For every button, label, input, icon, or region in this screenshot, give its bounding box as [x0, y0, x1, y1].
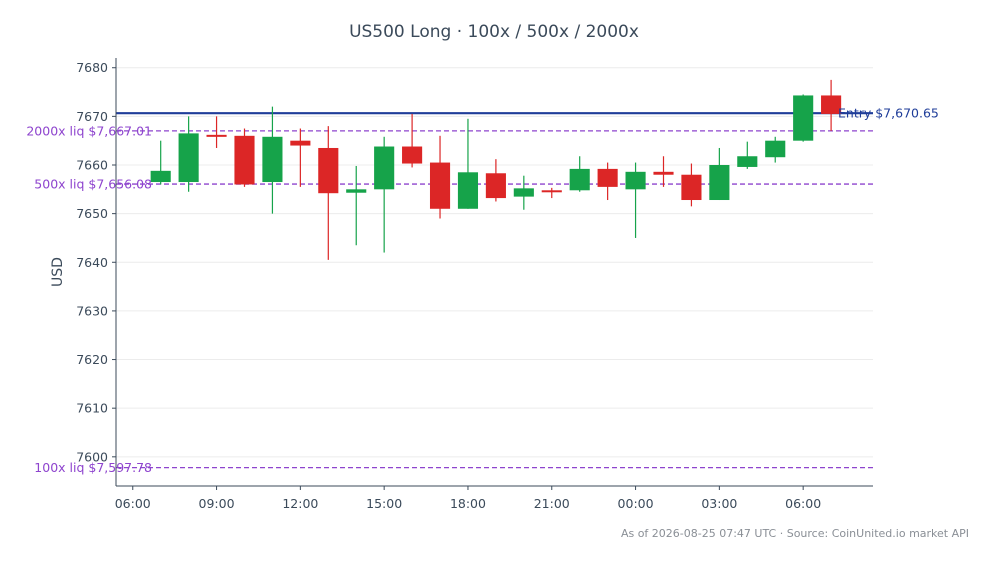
candle-24	[793, 94, 814, 142]
source-note: As of 2026-08-25 07:47 UTC · Source: Coi…	[621, 527, 969, 540]
y-tick-label: 7600	[76, 449, 108, 464]
candle-19	[653, 156, 674, 187]
liq-label-2: 500x liq $7,656.08	[34, 177, 152, 192]
candle-8	[346, 165, 367, 246]
candle-7	[318, 126, 339, 260]
axes	[112, 58, 873, 490]
candle-10	[402, 113, 423, 168]
candle-body	[346, 189, 367, 193]
x-tick-label: 18:00	[450, 496, 486, 511]
chart-title: US500 Long · 100x / 500x / 2000x	[349, 22, 639, 42]
candle-body	[206, 134, 227, 137]
candle-body	[290, 140, 311, 146]
y-tick-label: 7620	[76, 352, 108, 367]
candle-body	[625, 171, 646, 190]
x-tick-label: 15:00	[366, 496, 402, 511]
candle-20	[681, 163, 702, 207]
x-tick-label: 06:00	[115, 496, 151, 511]
x-tick-label: 00:00	[618, 496, 654, 511]
candle-body	[485, 173, 506, 199]
candle-13	[485, 159, 506, 202]
candle-12	[457, 118, 479, 209]
y-tick-label: 7680	[76, 60, 108, 75]
candle-25	[821, 79, 842, 131]
level-lines	[116, 112, 873, 469]
y-tick-label: 7660	[76, 158, 108, 173]
candle-body	[709, 165, 730, 201]
candle-body	[597, 168, 618, 187]
candle-5	[262, 106, 283, 214]
x-tick-label: 21:00	[534, 496, 570, 511]
candle-17	[597, 162, 618, 201]
candle-body	[821, 95, 842, 114]
candle-15	[541, 187, 562, 199]
candle-body	[681, 174, 702, 201]
candles	[150, 79, 842, 260]
candle-body	[457, 172, 479, 209]
candle-body	[374, 146, 395, 190]
y-tick-label: 7630	[76, 303, 108, 318]
candle-body	[569, 168, 590, 191]
entry-label: Entry $7,670.65	[838, 106, 939, 121]
candle-22	[737, 141, 758, 169]
candle-body	[541, 190, 562, 193]
candle-body	[178, 133, 199, 183]
candle-11	[429, 135, 451, 219]
candle-2	[178, 116, 199, 192]
x-tick-label: 12:00	[282, 496, 318, 511]
candle-14	[513, 175, 534, 210]
candle-body	[737, 156, 758, 167]
y-tick-label: 7670	[76, 109, 108, 124]
x-tick-label: 06:00	[785, 496, 821, 511]
y-tick-label: 7650	[76, 206, 108, 221]
y-tick-label: 7640	[76, 255, 108, 270]
candle-body	[234, 135, 255, 185]
candle-body	[318, 147, 339, 194]
candle-16	[569, 156, 590, 192]
x-tick-label: 03:00	[701, 496, 737, 511]
candle-23	[765, 136, 786, 163]
candle-18	[625, 162, 646, 238]
candle-3	[206, 116, 227, 148]
y-axis-label: USD	[50, 257, 66, 287]
candle-4	[234, 128, 255, 187]
candle-6	[290, 128, 311, 187]
liq-label-3: 100x liq $7,597.78	[34, 460, 152, 475]
candle-body	[793, 95, 814, 141]
level-labels: Entry $7,670.65 2000x liq $7,667.01 500x l…	[26, 106, 939, 475]
candle-1	[150, 140, 171, 185]
candle-body	[402, 146, 423, 164]
tick-labels: 7600 7610 7620 7630 7640 7650 7660 7670 7680 06:0…	[76, 60, 821, 511]
candle-21	[709, 147, 730, 201]
gridlines	[116, 67, 873, 458]
candle-body	[262, 136, 283, 183]
candle-body	[513, 188, 534, 197]
liq-label-1: 2000x liq $7,667.01	[26, 123, 152, 138]
candle-9	[374, 136, 395, 253]
candle-body	[765, 140, 786, 158]
candle-body	[653, 171, 674, 175]
y-tick-label: 7610	[76, 401, 108, 416]
x-tick-label: 09:00	[199, 496, 235, 511]
candle-body	[429, 162, 451, 209]
candle-body	[150, 170, 171, 183]
